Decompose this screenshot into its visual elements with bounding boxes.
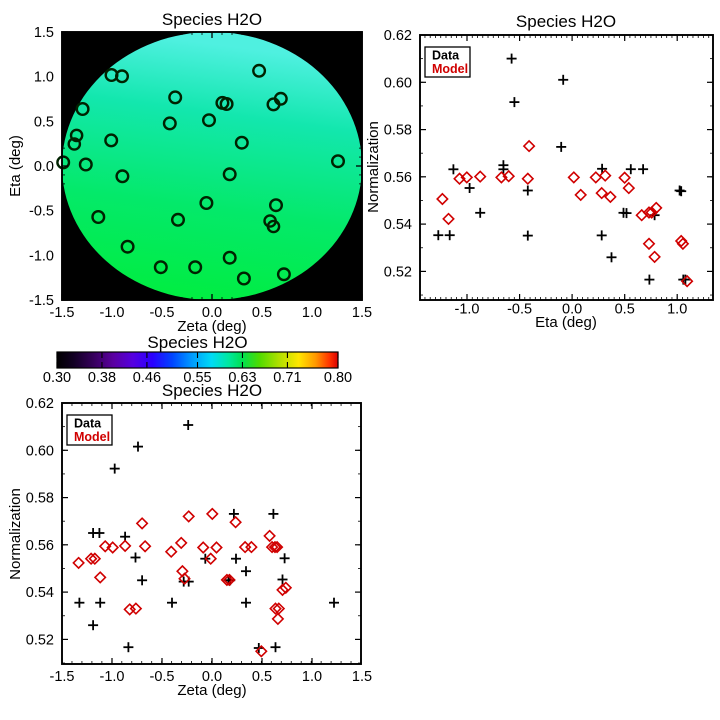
svg-text:0.46: 0.46 bbox=[133, 370, 161, 386]
svg-text:0.5: 0.5 bbox=[615, 302, 635, 318]
svg-text:-1.0: -1.0 bbox=[29, 248, 54, 264]
svg-text:Zeta (deg): Zeta (deg) bbox=[177, 682, 246, 699]
svg-text:0.71: 0.71 bbox=[273, 370, 301, 386]
svg-text:0.52: 0.52 bbox=[384, 264, 412, 280]
svg-text:1.5: 1.5 bbox=[34, 25, 54, 41]
svg-text:Normalization: Normalization bbox=[365, 121, 382, 213]
svg-text:0.5: 0.5 bbox=[252, 305, 272, 321]
svg-text:1.5: 1.5 bbox=[352, 305, 372, 321]
svg-text:Model: Model bbox=[432, 62, 468, 76]
svg-text:0.80: 0.80 bbox=[324, 370, 352, 386]
svg-text:0.52: 0.52 bbox=[26, 632, 54, 648]
svg-text:0.0: 0.0 bbox=[34, 159, 54, 175]
svg-text:-1.5: -1.5 bbox=[50, 669, 75, 685]
svg-text:1.5: 1.5 bbox=[352, 669, 372, 685]
svg-text:-1.0: -1.0 bbox=[455, 302, 480, 318]
svg-text:Species H2O: Species H2O bbox=[162, 10, 262, 29]
svg-text:0.54: 0.54 bbox=[384, 217, 412, 233]
svg-text:0.58: 0.58 bbox=[384, 123, 412, 139]
svg-text:0.62: 0.62 bbox=[26, 396, 54, 412]
svg-text:Species H2O: Species H2O bbox=[147, 333, 247, 352]
svg-text:1.0: 1.0 bbox=[34, 70, 54, 86]
svg-text:0.58: 0.58 bbox=[26, 491, 54, 507]
svg-text:Normalization: Normalization bbox=[7, 488, 24, 580]
svg-text:0.38: 0.38 bbox=[88, 370, 116, 386]
svg-text:Eta (deg): Eta (deg) bbox=[7, 135, 24, 197]
svg-text:Data: Data bbox=[74, 417, 102, 431]
svg-text:-0.5: -0.5 bbox=[150, 669, 175, 685]
svg-text:0.5: 0.5 bbox=[34, 114, 54, 130]
svg-text:0.30: 0.30 bbox=[43, 370, 71, 386]
svg-text:-1.5: -1.5 bbox=[50, 305, 75, 321]
svg-text:0.60: 0.60 bbox=[26, 443, 54, 459]
svg-text:0.56: 0.56 bbox=[384, 170, 412, 186]
svg-text:Model: Model bbox=[74, 430, 110, 444]
svg-text:0.62: 0.62 bbox=[384, 28, 412, 44]
svg-text:-0.5: -0.5 bbox=[507, 302, 532, 318]
svg-text:Eta (deg): Eta (deg) bbox=[535, 314, 597, 331]
svg-text:1.0: 1.0 bbox=[667, 302, 687, 318]
svg-text:0.54: 0.54 bbox=[26, 585, 54, 601]
svg-text:Data: Data bbox=[432, 49, 460, 63]
svg-text:-1.0: -1.0 bbox=[100, 669, 125, 685]
svg-text:Species H2O: Species H2O bbox=[162, 381, 262, 400]
svg-text:-0.5: -0.5 bbox=[29, 204, 54, 220]
svg-text:0.56: 0.56 bbox=[26, 538, 54, 554]
svg-text:1.0: 1.0 bbox=[302, 305, 322, 321]
svg-text:0.60: 0.60 bbox=[384, 75, 412, 91]
svg-text:1.0: 1.0 bbox=[302, 669, 322, 685]
svg-text:-1.0: -1.0 bbox=[100, 305, 125, 321]
svg-text:Species H2O: Species H2O bbox=[516, 12, 616, 31]
svg-text:0.5: 0.5 bbox=[252, 669, 272, 685]
svg-text:-0.5: -0.5 bbox=[150, 305, 175, 321]
